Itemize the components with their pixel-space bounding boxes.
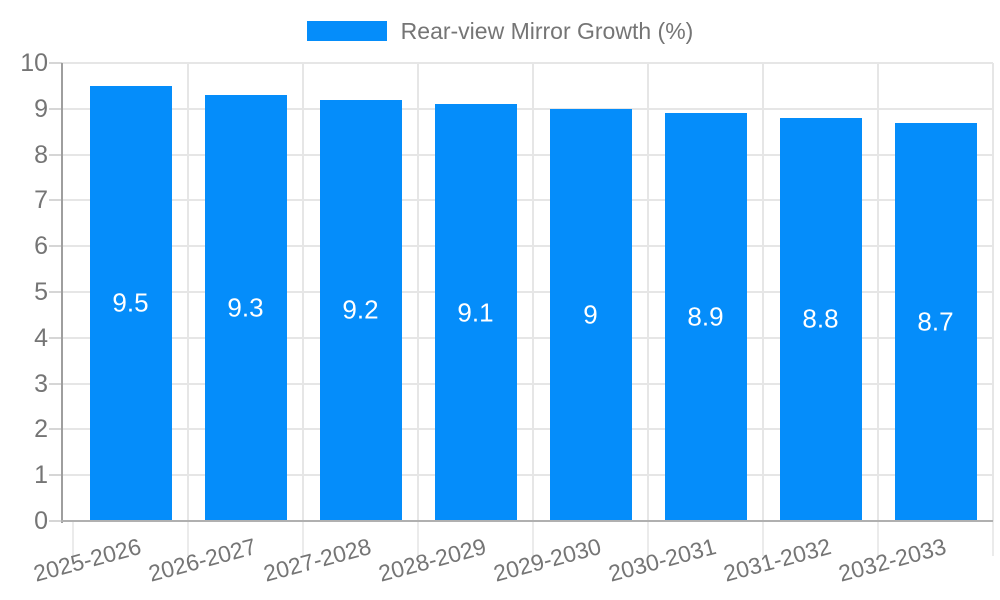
v-gridline bbox=[417, 63, 419, 521]
h-gridline bbox=[62, 474, 993, 477]
v-gridline bbox=[877, 63, 879, 521]
h-gridline bbox=[62, 107, 993, 110]
y-tick bbox=[49, 474, 62, 477]
y-axis-label: 10 bbox=[20, 49, 48, 77]
x-tick bbox=[647, 521, 649, 556]
x-tick bbox=[187, 521, 189, 556]
y-axis-label: 7 bbox=[34, 186, 48, 215]
y-tick bbox=[49, 199, 62, 202]
v-gridline bbox=[647, 63, 649, 521]
bar-value-label: 9 bbox=[583, 299, 598, 330]
x-tick bbox=[417, 521, 419, 556]
y-axis-label: 2 bbox=[34, 415, 48, 444]
y-axis-label: 9 bbox=[34, 94, 48, 123]
v-gridline bbox=[187, 63, 189, 521]
y-axis-line bbox=[61, 63, 63, 523]
y-axis-label: 4 bbox=[34, 323, 48, 352]
bar-value-label: 9.5 bbox=[112, 287, 149, 318]
bar: 9.3 bbox=[204, 95, 287, 521]
v-gridline bbox=[992, 63, 994, 521]
y-tick bbox=[49, 107, 62, 110]
y-tick bbox=[49, 245, 62, 248]
h-gridline bbox=[62, 382, 993, 385]
h-gridline bbox=[62, 428, 993, 431]
v-gridline bbox=[532, 63, 534, 521]
x-tick bbox=[302, 521, 304, 556]
x-tick bbox=[877, 521, 879, 556]
bar: 9.1 bbox=[434, 104, 517, 521]
bar: 9.5 bbox=[89, 85, 172, 521]
x-tick bbox=[992, 521, 994, 556]
h-gridline bbox=[62, 199, 993, 202]
bar: 9.2 bbox=[319, 99, 402, 521]
y-tick bbox=[49, 336, 62, 339]
y-tick bbox=[49, 153, 62, 156]
v-gridline bbox=[762, 63, 764, 521]
bar-value-label: 9.3 bbox=[227, 292, 264, 323]
y-axis-label: 0 bbox=[34, 507, 48, 535]
h-gridline bbox=[62, 291, 993, 293]
x-tick bbox=[762, 521, 764, 556]
bar: 8.8 bbox=[779, 117, 862, 521]
y-tick bbox=[49, 382, 62, 385]
bar-value-label: 8.8 bbox=[802, 303, 839, 334]
bar: 9 bbox=[549, 108, 632, 521]
chart-legend: Rear-view Mirror Growth (%) bbox=[0, 15, 1000, 47]
bar-value-label: 9.2 bbox=[342, 294, 379, 325]
y-tick bbox=[49, 428, 62, 431]
h-gridline bbox=[62, 153, 993, 156]
bar-value-label: 8.7 bbox=[917, 306, 954, 337]
x-tick bbox=[72, 521, 74, 556]
legend-title: Rear-view Mirror Growth (%) bbox=[400, 18, 694, 44]
x-tick bbox=[532, 521, 534, 556]
legend-swatch bbox=[306, 21, 387, 41]
bar: 8.9 bbox=[664, 113, 747, 521]
y-axis-label: 8 bbox=[34, 140, 48, 169]
y-axis-label: 3 bbox=[34, 369, 48, 398]
y-tick bbox=[49, 291, 62, 293]
bar-value-label: 9.1 bbox=[457, 297, 494, 328]
y-tick bbox=[49, 62, 62, 64]
y-tick bbox=[49, 520, 62, 522]
v-gridline bbox=[302, 63, 304, 521]
h-gridline bbox=[62, 62, 993, 64]
y-axis-label: 5 bbox=[34, 278, 48, 306]
x-axis-line bbox=[61, 520, 993, 522]
h-gridline bbox=[62, 245, 993, 248]
bar-value-label: 8.9 bbox=[687, 301, 724, 332]
y-axis-label: 1 bbox=[34, 461, 48, 490]
y-axis-label: 6 bbox=[34, 232, 48, 261]
bar: 8.7 bbox=[894, 122, 977, 521]
h-gridline bbox=[62, 336, 993, 339]
